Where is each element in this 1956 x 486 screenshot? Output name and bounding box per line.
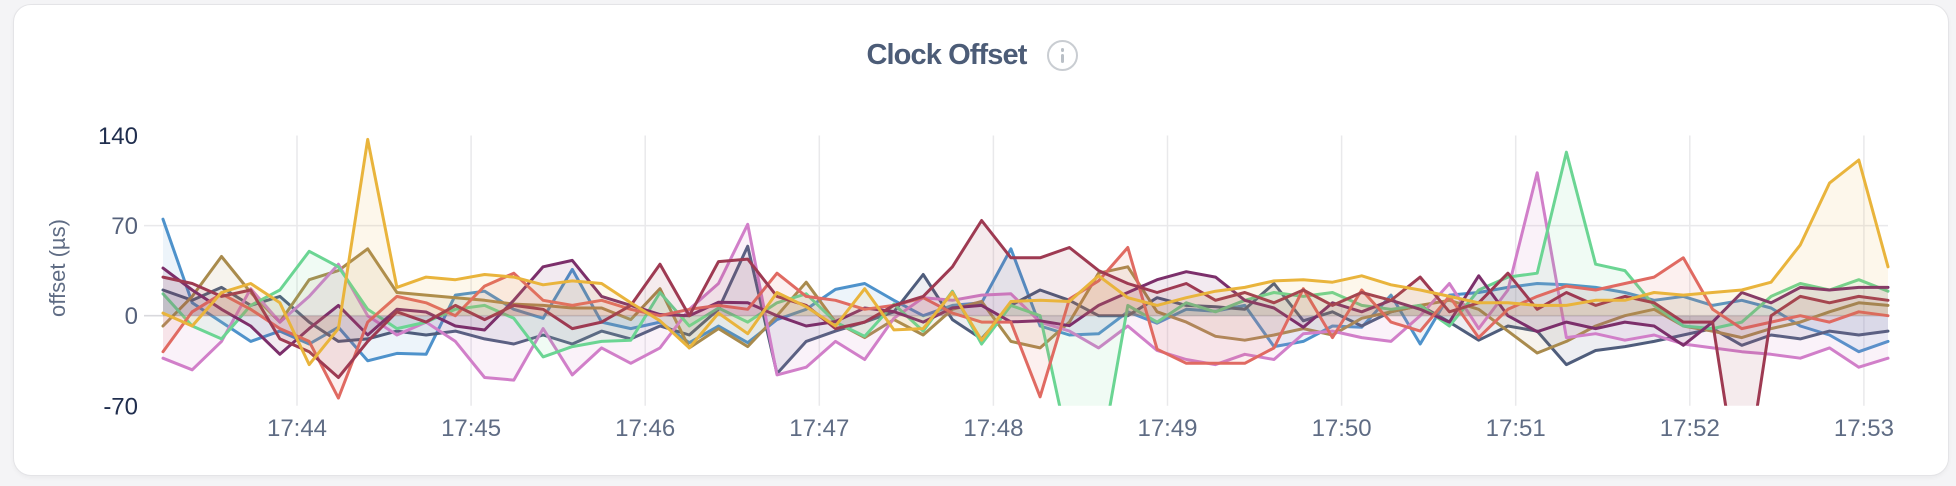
svg-text:17:45: 17:45 — [441, 415, 501, 442]
svg-text:17:44: 17:44 — [267, 415, 327, 442]
svg-text:17:48: 17:48 — [963, 415, 1023, 442]
svg-text:17:53: 17:53 — [1834, 415, 1894, 442]
svg-text:17:50: 17:50 — [1312, 415, 1372, 442]
svg-text:17:51: 17:51 — [1486, 415, 1546, 442]
svg-text:offset (µs): offset (µs) — [45, 219, 70, 317]
svg-text:140: 140 — [98, 123, 138, 150]
svg-text:-70: -70 — [103, 393, 138, 420]
svg-text:0: 0 — [125, 303, 138, 330]
svg-text:70: 70 — [111, 213, 138, 240]
svg-text:17:52: 17:52 — [1660, 415, 1720, 442]
svg-text:17:46: 17:46 — [615, 415, 675, 442]
svg-text:17:47: 17:47 — [789, 415, 849, 442]
svg-text:17:49: 17:49 — [1137, 415, 1197, 442]
